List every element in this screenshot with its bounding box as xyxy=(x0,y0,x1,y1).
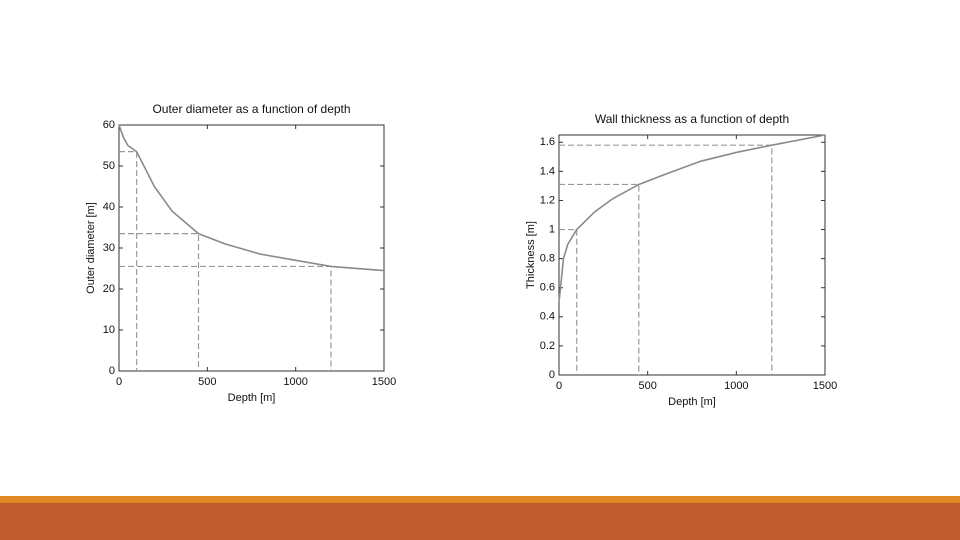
y-tick-label: 1.2 xyxy=(540,194,555,206)
y-tick-label: 30 xyxy=(103,242,115,254)
y-tick-label: 40 xyxy=(103,201,115,213)
x-tick-label: 1000 xyxy=(724,380,748,392)
y-tick-label: 0.8 xyxy=(540,253,555,265)
y-tick-label: 50 xyxy=(103,160,115,172)
chart-title: Outer diameter as a function of depth xyxy=(152,102,350,116)
curve xyxy=(558,134,826,303)
x-tick-label: 500 xyxy=(638,380,656,392)
x-tick-label: 0 xyxy=(556,380,562,392)
reference-line xyxy=(559,228,578,375)
reference-line xyxy=(119,265,332,371)
y-tick-label: 0.6 xyxy=(540,282,555,294)
y-tick-label: 10 xyxy=(103,324,115,336)
y-tick-label: 1.6 xyxy=(540,136,555,148)
x-tick-label: 500 xyxy=(198,376,216,388)
reference-line xyxy=(559,144,773,375)
curve xyxy=(118,124,385,272)
reference-line xyxy=(119,151,138,371)
y-tick-label: 60 xyxy=(103,119,115,131)
y-tick-label: 1 xyxy=(549,223,555,235)
y-tick-label: 1.4 xyxy=(540,165,555,177)
x-tick-label: 0 xyxy=(116,376,122,388)
y-tick-label: 0 xyxy=(109,365,115,377)
x-tick-label: 1000 xyxy=(283,376,307,388)
x-axis-label: Depth [m] xyxy=(228,392,276,404)
y-tick-label: 0 xyxy=(549,369,555,381)
x-tick-label: 1500 xyxy=(813,380,837,392)
x-axis-label: Depth [m] xyxy=(668,396,716,408)
accent-stripe xyxy=(0,496,960,503)
footer-bar xyxy=(0,503,960,540)
reference-line xyxy=(559,183,640,375)
reference-line xyxy=(119,233,200,371)
y-tick-label: 0.4 xyxy=(540,311,555,323)
y-tick-label: 20 xyxy=(103,283,115,295)
y-axis-label: Thickness [m] xyxy=(525,221,537,289)
y-axis-label: Outer diameter [m] xyxy=(85,202,97,294)
x-tick-label: 1500 xyxy=(372,376,396,388)
chart-title: Wall thickness as a function of depth xyxy=(595,112,789,126)
plot-frame xyxy=(558,134,826,376)
y-tick-label: 0.2 xyxy=(540,340,555,352)
plot-frame xyxy=(118,124,385,372)
